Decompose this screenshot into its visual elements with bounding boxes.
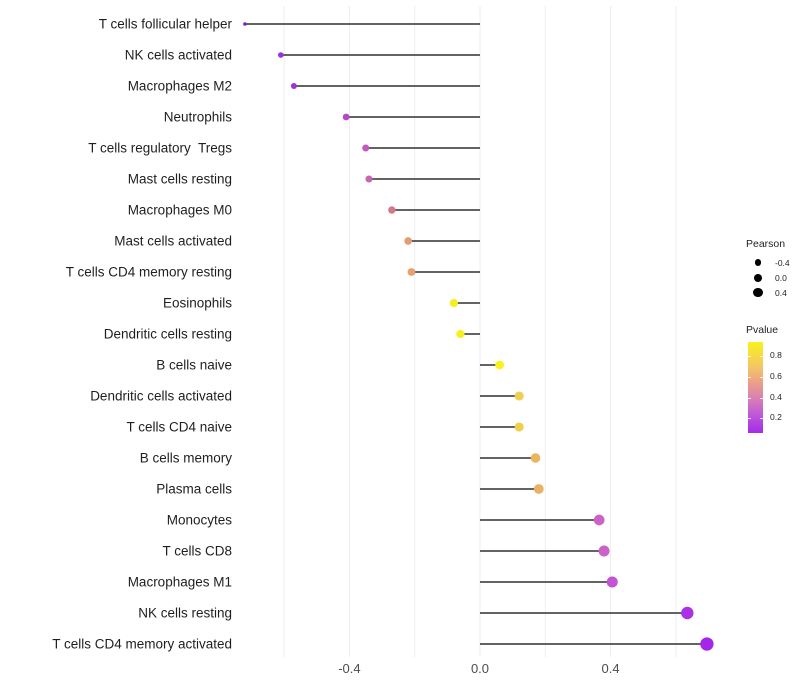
pearson-size-item: -0.4: [746, 255, 800, 270]
pvalue-legend-title: Pvalue: [746, 324, 779, 336]
x-tick-label: -0.4: [338, 661, 360, 676]
category-label: Neutrophils: [164, 110, 233, 125]
data-point: [514, 391, 524, 401]
pvalue-colorbar: [748, 342, 763, 433]
pearson-size-label: 0.0: [775, 272, 787, 283]
data-point: [681, 606, 694, 620]
pearson-size-dot-wrap: [746, 259, 770, 266]
category-label: NK cells activated: [125, 48, 232, 63]
pearson-size-dot: [754, 273, 762, 282]
data-point: [365, 175, 373, 183]
pvalue-tick-label: 0.2: [770, 412, 782, 423]
pvalue-tick-label: 0.8: [770, 350, 782, 360]
data-point: [388, 206, 396, 214]
data-point: [598, 545, 610, 557]
pearson-legend: Pearson -0.4 0.0 0.4: [746, 238, 800, 300]
pvalue-colorbar-tick: [760, 376, 763, 378]
category-label: NK cells resting: [138, 606, 232, 621]
data-point: [456, 329, 465, 339]
pearson-size-dot-wrap: [746, 273, 770, 282]
category-label: T cells CD4 memory activated: [52, 637, 232, 652]
category-label: Dendritic cells resting: [104, 327, 232, 342]
data-point: [362, 144, 370, 152]
category-label: B cells naive: [156, 358, 232, 373]
data-point: [530, 453, 541, 463]
category-label: Macrophages M0: [128, 203, 232, 218]
pearson-legend-title: Pearson: [746, 238, 786, 250]
pearson-size-item: 0.4: [746, 285, 800, 300]
pearson-size-label: -0.4: [775, 257, 790, 268]
pvalue-colorbar-tick: [748, 418, 751, 420]
data-point: [533, 484, 544, 494]
legend-panel: Pearson -0.4 0.0 0.4 Pvalue 0.8 0.6 0.4 0.2: [746, 238, 800, 436]
data-point: [495, 360, 504, 370]
data-point: [407, 268, 416, 276]
pvalue-colorbar-tick: [760, 397, 763, 399]
x-tick-label: 0.0: [471, 661, 489, 676]
category-label: Dendritic cells activated: [90, 389, 232, 404]
category-label: Mast cells activated: [114, 234, 232, 249]
pearson-size-dot: [754, 259, 762, 266]
category-label: Macrophages M1: [128, 575, 232, 590]
pearson-size-dot-wrap: [746, 287, 770, 298]
pvalue-colorbar-tick: [748, 356, 751, 357]
pearson-size-dot: [753, 287, 763, 298]
category-label: Plasma cells: [156, 482, 232, 497]
pearson-size-item: 0.0: [746, 270, 800, 285]
pvalue-colorbar-wrap: 0.8 0.6 0.4 0.2: [746, 341, 800, 436]
x-tick-label: 0.4: [602, 661, 620, 676]
pearson-size-label: 0.4: [775, 287, 787, 298]
category-label: Macrophages M2: [128, 79, 232, 94]
category-label: Mast cells resting: [128, 172, 232, 187]
data-point: [514, 422, 524, 432]
pvalue-colorbar-tick: [760, 356, 763, 357]
pvalue-legend: Pvalue 0.8 0.6 0.4 0.2: [746, 324, 800, 436]
pearson-size-items: -0.4 0.0 0.4: [746, 255, 800, 300]
pvalue-colorbar-tick: [748, 376, 751, 378]
category-label: T cells CD8: [162, 544, 232, 559]
data-point: [243, 22, 247, 26]
data-point: [606, 576, 618, 588]
pvalue-colorbar-tick: [760, 418, 763, 420]
data-point: [278, 52, 284, 58]
category-label: T cells CD4 naive: [126, 420, 232, 435]
data-point: [700, 637, 714, 651]
pvalue-tick-label: 0.6: [770, 370, 782, 381]
category-label: T cells follicular helper: [99, 17, 233, 32]
category-label: T cells regulatory Tregs: [88, 141, 232, 156]
pvalue-colorbar-tick: [748, 397, 751, 399]
data-point: [342, 113, 350, 121]
data-point: [449, 298, 458, 308]
data-point: [404, 237, 413, 245]
category-label: B cells memory: [140, 451, 233, 466]
category-label: T cells CD4 memory resting: [66, 265, 232, 280]
category-label: Monocytes: [167, 513, 233, 528]
data-point: [290, 83, 297, 89]
category-label: Eosinophils: [163, 296, 232, 311]
pvalue-tick-label: 0.4: [770, 391, 782, 402]
data-point: [593, 514, 605, 526]
